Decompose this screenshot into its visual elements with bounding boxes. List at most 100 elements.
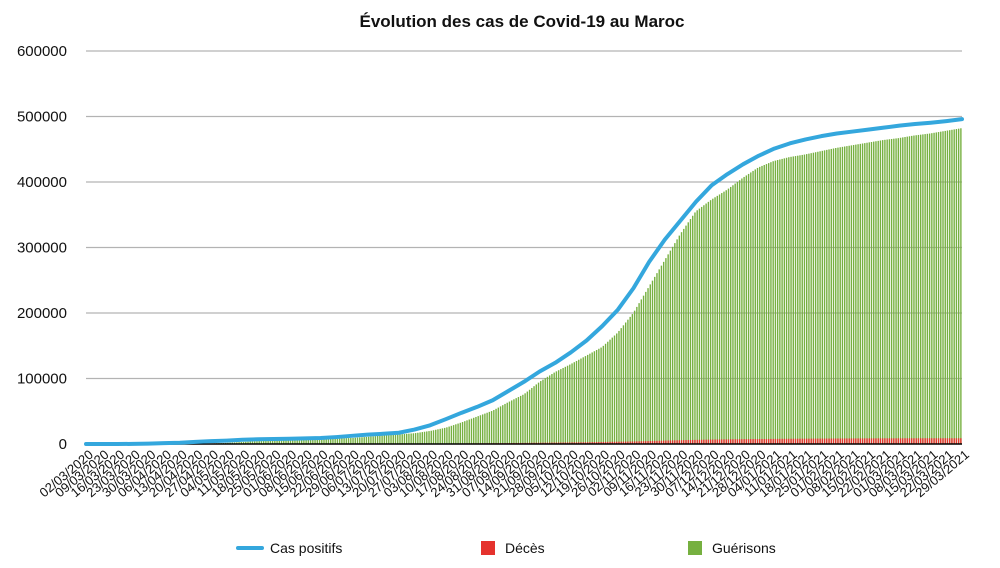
deces-bar bbox=[578, 442, 580, 444]
guerisons-bar bbox=[622, 325, 625, 444]
deces-bar bbox=[620, 441, 622, 444]
deces-bar bbox=[944, 438, 946, 444]
guerisons-bar bbox=[633, 310, 636, 444]
guerisons-bar bbox=[513, 399, 515, 444]
guerisons-bar bbox=[569, 364, 571, 444]
guerisons-bar bbox=[265, 440, 267, 444]
guerisons-bar bbox=[848, 145, 850, 445]
deces-bar bbox=[875, 438, 877, 444]
deces-bars bbox=[135, 438, 962, 444]
deces-bar bbox=[683, 440, 685, 444]
guerisons-bar bbox=[238, 442, 240, 444]
guerisons-bar bbox=[828, 149, 830, 444]
guerisons-bar bbox=[821, 150, 824, 444]
guerisons-bar bbox=[481, 414, 484, 444]
guerisons-bar bbox=[689, 219, 692, 444]
guerisons-bar bbox=[674, 243, 676, 444]
guerisons-bar bbox=[468, 419, 470, 444]
guerisons-bar bbox=[861, 143, 864, 445]
deces-bar bbox=[580, 442, 582, 444]
deces-bar bbox=[814, 438, 817, 444]
guerisons-bar bbox=[385, 435, 388, 444]
guerisons-bar bbox=[417, 432, 419, 444]
deces-bar bbox=[794, 438, 797, 444]
guerisons-bar bbox=[287, 439, 289, 444]
guerisons-bar bbox=[819, 151, 821, 445]
guerisons-bar bbox=[792, 156, 794, 444]
guerisons-bar bbox=[381, 435, 383, 444]
guerisons-bar bbox=[352, 437, 354, 444]
guerisons-bar bbox=[245, 441, 247, 444]
legend: Cas positifs Décès Guérisons bbox=[236, 540, 776, 556]
guerisons-bar bbox=[589, 353, 591, 444]
deces-bar bbox=[788, 438, 790, 444]
guerisons-bar bbox=[875, 141, 877, 445]
guerisons-bar bbox=[524, 393, 526, 444]
deces-bar bbox=[772, 438, 774, 444]
deces-bar bbox=[600, 441, 602, 444]
guerisons-bar bbox=[383, 435, 386, 444]
guerisons-bar bbox=[830, 148, 832, 444]
deces-bar bbox=[665, 440, 667, 444]
deces-bar bbox=[589, 442, 591, 444]
guerisons-bar bbox=[629, 316, 631, 444]
guerisons-bar bbox=[613, 335, 616, 444]
guerisons-bar bbox=[392, 434, 394, 444]
deces-bar bbox=[647, 441, 649, 444]
guerisons-bar bbox=[922, 134, 924, 444]
y-tick-label: 600000 bbox=[17, 43, 67, 60]
deces-bar bbox=[848, 438, 850, 444]
guerisons-bar bbox=[303, 439, 305, 444]
deces-bar bbox=[573, 442, 575, 444]
guerisons-bar bbox=[557, 370, 560, 444]
deces-bar bbox=[723, 439, 725, 444]
guerisons-bar bbox=[718, 194, 721, 444]
deces-bar bbox=[897, 438, 900, 444]
guerisons-bar bbox=[330, 438, 332, 444]
guerisons-bar bbox=[779, 159, 781, 444]
deces-bar bbox=[631, 441, 634, 444]
deces-bar bbox=[613, 441, 616, 444]
guerisons-bar bbox=[555, 371, 558, 444]
deces-bar bbox=[725, 439, 727, 444]
guerisons-bar bbox=[636, 306, 638, 444]
deces-bar bbox=[839, 438, 841, 444]
guerisons-bar bbox=[911, 135, 913, 444]
deces-bar bbox=[904, 438, 906, 444]
guerisons-bar bbox=[285, 439, 287, 444]
deces-bar bbox=[638, 441, 640, 444]
guerisons-bar bbox=[928, 133, 931, 445]
deces-bar bbox=[797, 438, 799, 444]
guerisons-bar bbox=[904, 137, 906, 444]
guerisons-bar bbox=[933, 132, 935, 445]
guerisons-bar bbox=[790, 156, 792, 444]
deces-bar bbox=[736, 439, 739, 444]
guerisons-bar bbox=[761, 165, 763, 444]
guerisons-bar bbox=[955, 129, 958, 445]
guerisons-bar bbox=[247, 441, 249, 444]
guerisons-bar bbox=[886, 139, 888, 445]
guerisons-bar bbox=[783, 158, 786, 444]
deces-bar bbox=[919, 438, 922, 444]
guerisons-bar bbox=[826, 149, 828, 444]
guerisons-bar bbox=[421, 432, 424, 444]
guerisons-bar bbox=[712, 198, 714, 444]
deces-bar bbox=[763, 438, 765, 444]
guerisons-bar bbox=[618, 330, 620, 444]
guerisons-bar bbox=[515, 398, 517, 444]
guerisons-bar bbox=[488, 411, 491, 444]
guerisons-bar bbox=[345, 438, 348, 444]
deces-bar bbox=[705, 439, 707, 444]
deces-bar bbox=[935, 438, 937, 444]
guerisons-bar bbox=[551, 374, 553, 444]
guerisons-bar bbox=[401, 434, 403, 444]
guerisons-bar bbox=[591, 352, 593, 444]
guerisons-bar bbox=[913, 135, 915, 444]
guerisons-bar bbox=[747, 173, 750, 444]
deces-bar bbox=[870, 438, 873, 444]
deces-bar bbox=[810, 438, 812, 444]
deces-bar bbox=[745, 439, 748, 444]
guerisons-bar bbox=[678, 235, 681, 444]
guerisons-bar bbox=[318, 438, 321, 444]
guerisons-bar bbox=[736, 181, 739, 444]
